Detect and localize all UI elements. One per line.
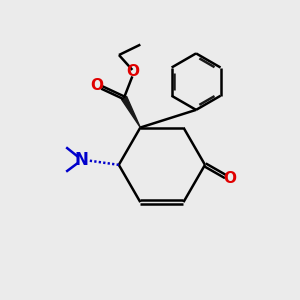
Text: O: O [90, 77, 103, 92]
Polygon shape [122, 96, 140, 128]
Text: N: N [74, 151, 88, 169]
Text: O: O [126, 64, 139, 80]
Text: O: O [224, 171, 237, 186]
